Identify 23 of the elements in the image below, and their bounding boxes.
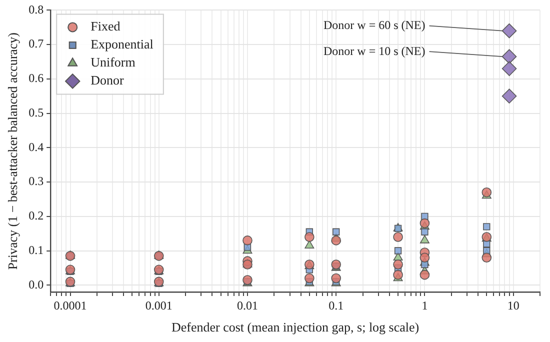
y-tick-label: 0.1 — [28, 242, 44, 257]
legend-label: Uniform — [90, 54, 136, 70]
x-tick-label: 1 — [422, 298, 428, 312]
legend-label: Exponential — [90, 36, 154, 52]
y-tick-label: 0.6 — [28, 71, 44, 86]
x-tick-label: 10 — [507, 298, 520, 312]
y-tick-label: 0.7 — [28, 36, 44, 51]
x-tick-label: 0.01 — [236, 298, 258, 312]
annotation: Donor w = 60 s (NE) — [324, 18, 426, 32]
y-axis-title: Privacy (1 − best-attacker balanced accuracy) — [5, 32, 20, 270]
y-tick-label: 0.0 — [28, 277, 44, 292]
legend-label: Fixed — [90, 18, 121, 34]
x-tick-label: 0.001 — [145, 298, 172, 312]
y-tick-label: 0.2 — [28, 208, 44, 223]
x-tick-label: 0.1 — [328, 298, 344, 312]
y-tick-label: 0.4 — [28, 140, 44, 154]
y-tick-label: 0.8 — [28, 2, 44, 16]
annotation: Donor w = 10 s (NE) — [324, 44, 426, 58]
x-axis-title: Defender cost (mean injection gap, s; log scale) — [171, 320, 420, 335]
y-tick-label: 0.3 — [28, 174, 44, 188]
legend-label: Donor — [90, 72, 124, 88]
x-tick-label: 0.0001 — [54, 298, 87, 312]
y-tick-label: 0.5 — [28, 105, 44, 120]
